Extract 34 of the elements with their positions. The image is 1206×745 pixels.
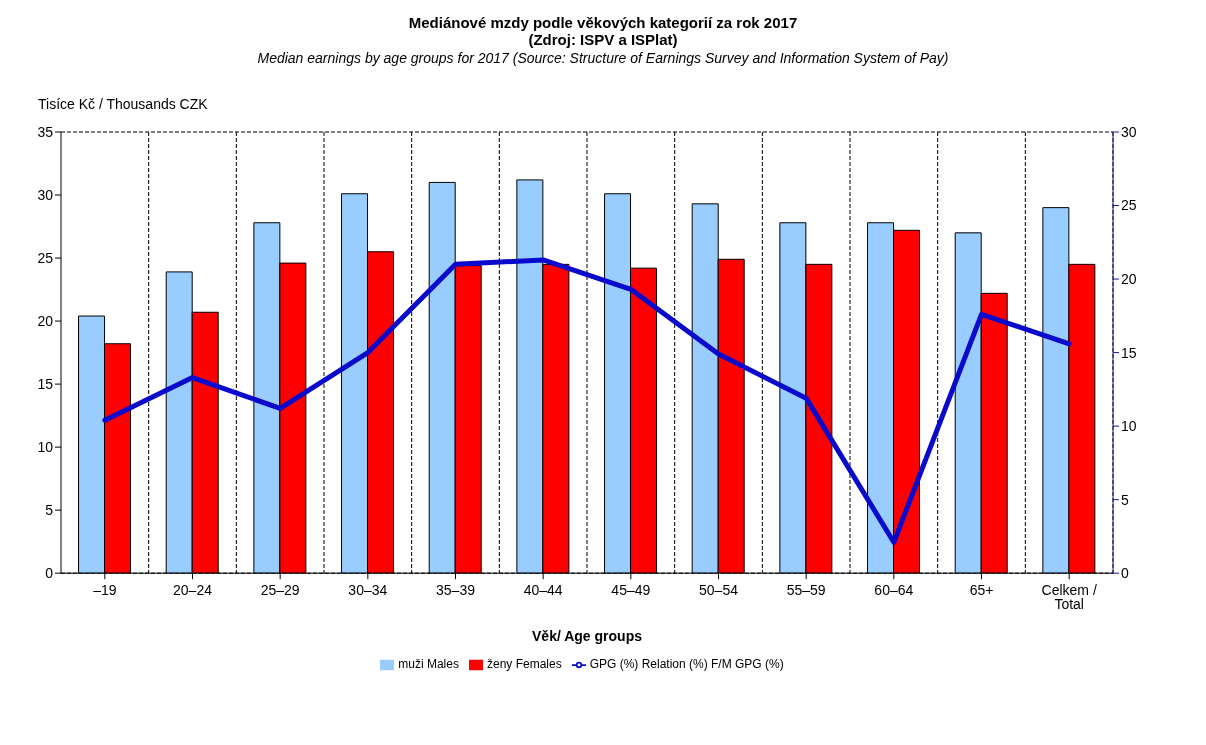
chart-title: Mediánové mzdy podle věkových kategorií za rok 2017 (Zdroj: ISPV a ISPlat) bbox=[407, 14, 799, 48]
x-tick-label: 50–54 bbox=[699, 582, 739, 599]
y-tick-label: 35 bbox=[37, 123, 54, 140]
y-tick-label: 20 bbox=[37, 313, 54, 330]
y-tick-label: 0 bbox=[45, 565, 54, 582]
x-tick-label: 55–59 bbox=[786, 582, 826, 599]
x-tick-label: 65+ bbox=[969, 582, 994, 599]
y-axis-title: Tisíce Kč / Thousands CZK bbox=[38, 96, 209, 112]
chart-subtitle: Median earnings by age groups for 2017 (Source: Structure of Earnings Survey and Information System of Pay) bbox=[256, 50, 950, 66]
y-tick-label: 30 bbox=[37, 186, 54, 203]
x-tick-label: Celkem / Total bbox=[1041, 582, 1097, 613]
legend-label: GPG (%) Relation (%) F/M GPG (%) bbox=[589, 657, 784, 672]
x-tick-label: 60–64 bbox=[874, 582, 914, 599]
y2-tick-label: 15 bbox=[1121, 344, 1137, 361]
legend-label: ženy Females bbox=[486, 657, 562, 672]
y-tick-label: 25 bbox=[37, 250, 54, 267]
x-axis-title: Věk/ Age groups bbox=[532, 628, 643, 645]
x-tick-label: –19 bbox=[93, 582, 117, 599]
y-tick-label: 5 bbox=[45, 502, 54, 519]
y-tick-label: 10 bbox=[37, 439, 54, 456]
y-tick-label: 15 bbox=[37, 376, 54, 393]
x-tick-label: 45–49 bbox=[611, 582, 651, 599]
x-tick-label: 30–34 bbox=[348, 582, 388, 599]
x-tick-label: 35–39 bbox=[436, 582, 476, 599]
y2-tick-label: 5 bbox=[1121, 491, 1129, 508]
legend-label: muži Males bbox=[398, 657, 459, 672]
y2-tick-label: 30 bbox=[1121, 123, 1137, 140]
x-tick-label: 25–29 bbox=[260, 582, 300, 599]
y2-tick-label: 25 bbox=[1121, 197, 1137, 214]
y2-tick-label: 20 bbox=[1121, 271, 1137, 288]
y2-tick-label: 10 bbox=[1121, 418, 1137, 435]
x-tick-label: 20–24 bbox=[173, 582, 213, 599]
x-tick-label: 40–44 bbox=[523, 582, 563, 599]
y2-tick-label: 0 bbox=[1121, 565, 1129, 582]
